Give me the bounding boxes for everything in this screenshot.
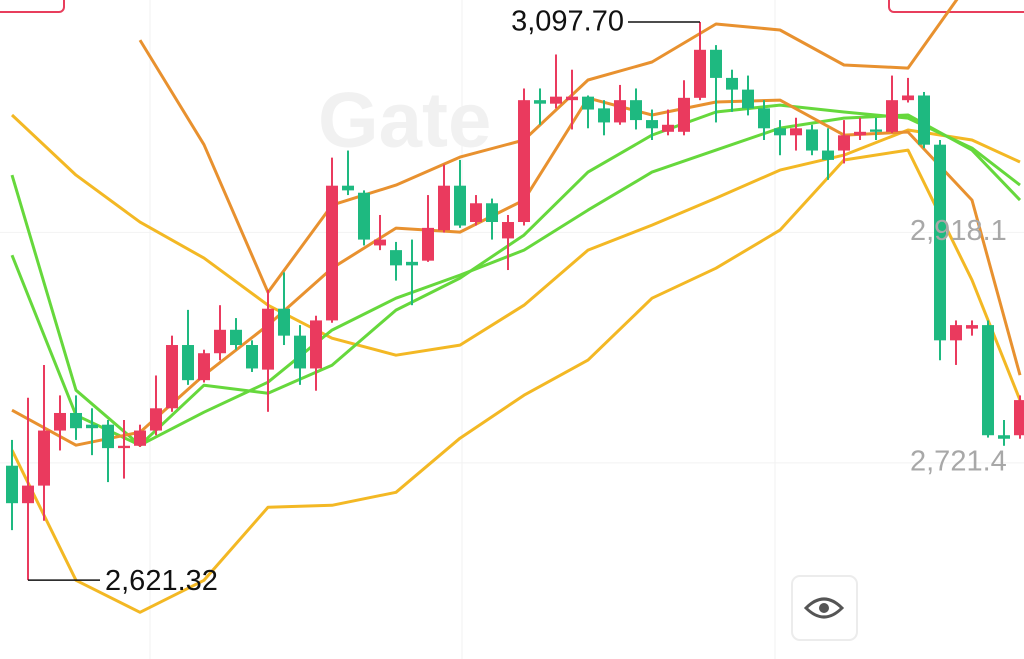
candle-body	[294, 335, 306, 369]
candle-body	[182, 345, 194, 381]
candle-body	[390, 250, 402, 266]
low-label: 2,621.32	[105, 565, 218, 597]
y-tick-label: 2,918.1	[910, 215, 1007, 247]
indicator-line	[138, 0, 959, 294]
candle-body	[70, 412, 82, 429]
candle-body	[742, 89, 754, 109]
candle-body	[454, 185, 466, 226]
candle-body	[134, 430, 146, 446]
candle-body	[790, 128, 802, 136]
candle-body	[262, 308, 274, 370]
candle-body	[806, 129, 818, 151]
candle-body	[934, 144, 946, 341]
candle-body	[582, 96, 594, 110]
eye-button[interactable]	[791, 575, 858, 641]
candle-body	[326, 185, 338, 321]
indicator-line	[10, 148, 1022, 614]
indicator-line	[10, 113, 1022, 447]
candle-body	[38, 430, 50, 486]
candle-body	[662, 124, 674, 132]
candle-body	[166, 345, 178, 409]
high-label: 3,097.70	[511, 6, 624, 38]
candle-body	[902, 95, 914, 101]
candles	[6, 22, 1024, 581]
indicator-lines	[10, 0, 1022, 614]
candle-body	[886, 100, 898, 132]
candle-body	[6, 465, 18, 504]
candle-body	[198, 353, 210, 381]
candle-body	[502, 222, 514, 239]
candle-body	[550, 96, 562, 104]
indicator-line	[11, 96, 1022, 447]
candle-body	[774, 128, 786, 136]
candle-body	[982, 325, 994, 436]
candle-body	[22, 485, 34, 504]
candle-body	[630, 100, 642, 121]
candle-body	[678, 97, 690, 132]
candle-body	[694, 49, 706, 98]
candle-body	[374, 239, 386, 246]
candle-body	[614, 100, 626, 123]
candle-body	[406, 261, 418, 266]
eye-pupil	[819, 603, 829, 613]
candle-body	[422, 227, 434, 261]
candle-body	[918, 95, 930, 145]
candle-body	[822, 150, 834, 160]
eye-icon	[803, 597, 845, 619]
candle-body	[102, 424, 114, 449]
candle-body	[246, 345, 258, 369]
candle-body	[438, 185, 450, 231]
candle-body	[838, 135, 850, 151]
candle-body	[214, 329, 226, 354]
candle-body	[486, 203, 498, 223]
candle-body	[150, 408, 162, 431]
candle-body	[310, 320, 322, 369]
candle-body	[646, 120, 658, 129]
candle-body	[54, 412, 66, 431]
candle-body	[342, 185, 354, 191]
info-box	[888, 0, 1024, 13]
candle-body	[86, 424, 98, 429]
candle-body	[966, 325, 978, 329]
candle-body	[950, 325, 962, 341]
info-box	[0, 0, 65, 13]
candle-body	[998, 435, 1010, 439]
watermark: Gate	[318, 76, 491, 164]
candle-body	[518, 100, 530, 223]
candle-body	[230, 329, 242, 346]
candle-body	[598, 108, 610, 123]
candle-body	[726, 77, 738, 90]
candle-body	[470, 203, 482, 223]
labels: 2,918.1 2,721.4 3,097.70 2,621.32	[28, 6, 1007, 597]
candle-body	[1014, 400, 1024, 436]
candle-body	[566, 96, 578, 101]
candle-body	[534, 100, 546, 104]
indicator-line	[10, 103, 1021, 447]
candle-body	[758, 108, 770, 129]
candle-body	[278, 308, 290, 336]
candle-body	[870, 129, 882, 132]
candle-body	[710, 49, 722, 78]
indicator-line	[10, 113, 1021, 357]
y-tick-label: 2,721.4	[910, 446, 1007, 478]
candle-body	[854, 131, 866, 136]
candle-body	[358, 192, 370, 240]
candle-body	[118, 445, 130, 449]
